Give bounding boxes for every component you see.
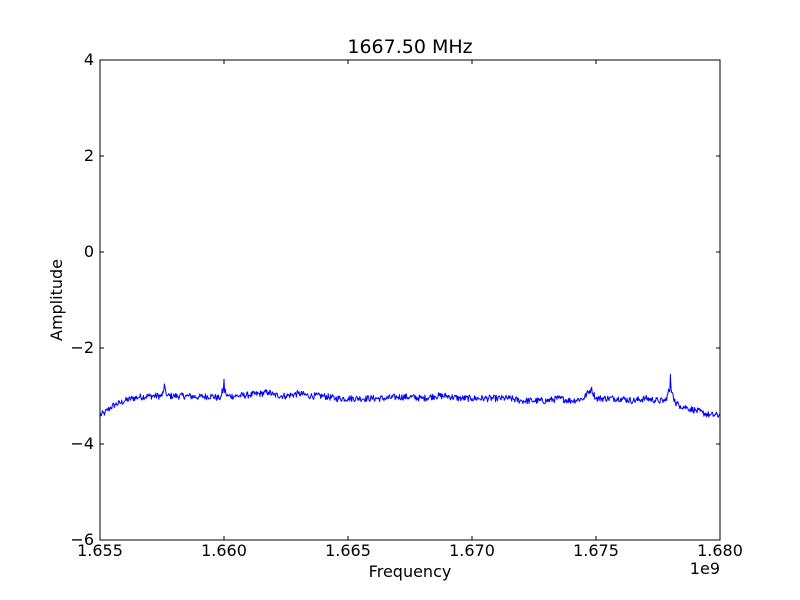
y-tick-label: 0 bbox=[84, 242, 94, 261]
x-tick-label: 1.670 bbox=[449, 541, 495, 560]
plot-frame bbox=[99, 59, 721, 541]
x-tick-label: 1.665 bbox=[325, 541, 371, 560]
y-axis-ticks: −6 −4 −2 0 2 4 bbox=[70, 50, 720, 549]
x-tick-label: 1.680 bbox=[697, 541, 743, 560]
y-tick-label: 4 bbox=[84, 50, 94, 69]
x-axis-offset-label: 1e9 bbox=[690, 559, 720, 578]
y-tick-label: −2 bbox=[70, 338, 94, 357]
x-tick-label: 1.675 bbox=[573, 541, 619, 560]
x-tick-label: 1.655 bbox=[77, 541, 123, 560]
x-axis-ticks: 1.655 1.660 1.665 1.670 1.675 1.680 bbox=[77, 60, 743, 560]
x-tick-label: 1.660 bbox=[201, 541, 247, 560]
chart-title: 1667.50 MHz bbox=[347, 36, 472, 58]
series-layer bbox=[100, 373, 720, 418]
y-axis-label: Amplitude bbox=[47, 259, 66, 341]
x-axis-label: Frequency bbox=[369, 562, 452, 581]
y-tick-label: −6 bbox=[70, 530, 94, 549]
y-tick-label: −4 bbox=[70, 434, 94, 453]
series-line-0 bbox=[100, 373, 720, 418]
y-tick-label: 2 bbox=[84, 146, 94, 165]
